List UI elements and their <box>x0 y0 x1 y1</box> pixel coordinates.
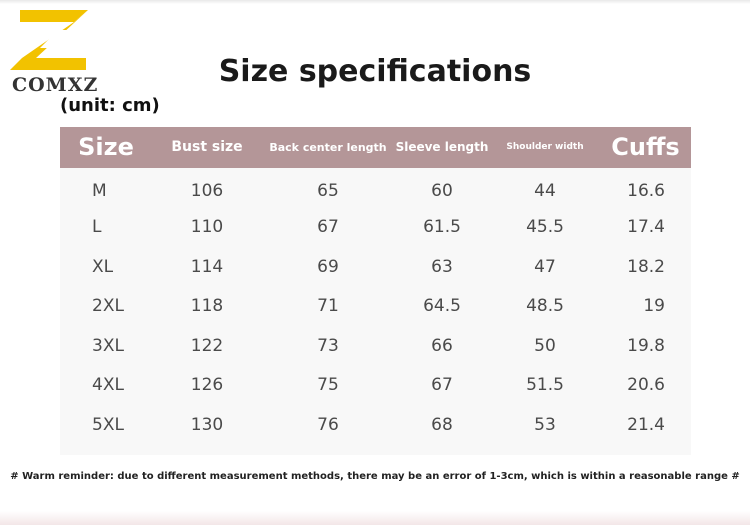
header-sleeve-length: Sleeve length <box>395 140 489 155</box>
cell-sleeve: 63 <box>431 256 453 277</box>
warm-reminder-note: # Warm reminder: due to different measur… <box>10 471 740 482</box>
cell-cuffs: 21.4 <box>627 414 665 435</box>
cell-sleeve: 66 <box>431 335 453 356</box>
table-row: 5XL 130 76 68 53 21.4 <box>60 405 691 445</box>
cell-back-length: 69 <box>317 256 339 277</box>
table-row: M 106 65 60 44 16.6 <box>60 168 691 208</box>
table-row: 4XL 126 75 67 51.5 20.6 <box>60 366 691 406</box>
cell-size: 3XL <box>92 335 124 356</box>
cell-sleeve: 67 <box>431 375 453 396</box>
cell-bust: 106 <box>190 180 224 201</box>
header-back-center-length: Back center length <box>269 140 387 154</box>
cell-sleeve: 61.5 <box>423 217 461 238</box>
size-table: Size Bust size Back center length Sleeve… <box>60 127 691 445</box>
cell-size: XL <box>92 256 114 277</box>
cell-sleeve: 64.5 <box>423 296 461 317</box>
cell-shoulder: 45.5 <box>526 217 564 238</box>
table-row: XL 114 69 63 47 18.2 <box>60 247 691 287</box>
table-row: 2XL 118 71 64.5 48.5 19 <box>60 287 691 327</box>
table-row: 3XL 122 73 66 50 19.8 <box>60 326 691 366</box>
cell-shoulder: 51.5 <box>526 375 564 396</box>
cell-bust: 122 <box>190 335 224 356</box>
cell-size: 5XL <box>92 414 124 435</box>
cell-shoulder: 53 <box>534 414 556 435</box>
cell-shoulder: 47 <box>534 256 556 277</box>
cell-cuffs: 19 <box>643 296 665 317</box>
cell-size: M <box>92 180 107 201</box>
cell-back-length: 73 <box>317 335 339 356</box>
z-logo-icon <box>10 10 88 70</box>
cell-back-length: 76 <box>317 414 339 435</box>
cell-back-length: 75 <box>317 375 339 396</box>
table-header-row: Size Bust size Back center length Sleeve… <box>60 127 691 168</box>
brand-name: COMXZ <box>12 74 99 96</box>
cell-cuffs: 17.4 <box>627 217 665 238</box>
cell-bust: 126 <box>190 375 224 396</box>
cell-bust: 130 <box>190 414 224 435</box>
cell-shoulder: 50 <box>534 335 556 356</box>
cell-shoulder: 44 <box>534 180 556 201</box>
page-title: Size specifications <box>218 54 532 89</box>
cell-sleeve: 60 <box>431 180 453 201</box>
cell-cuffs: 19.8 <box>627 335 665 356</box>
header-shoulder-width: Shoulder width <box>506 141 584 152</box>
header-size: Size <box>78 132 134 161</box>
size-table-container: Size Bust size Back center length Sleeve… <box>60 127 691 455</box>
cell-size: 4XL <box>92 375 124 396</box>
cell-cuffs: 18.2 <box>627 256 665 277</box>
cell-cuffs: 20.6 <box>627 375 665 396</box>
cell-cuffs: 16.6 <box>627 180 665 201</box>
top-edge <box>0 0 750 4</box>
header-bust-size: Bust size <box>171 139 243 156</box>
cell-sleeve: 68 <box>431 414 453 435</box>
cell-bust: 118 <box>190 296 224 317</box>
bottom-edge <box>0 511 750 525</box>
cell-size: 2XL <box>92 296 124 317</box>
cell-shoulder: 48.5 <box>526 296 564 317</box>
cell-bust: 114 <box>190 256 224 277</box>
cell-size: L <box>92 217 102 238</box>
cell-back-length: 67 <box>317 217 339 238</box>
cell-back-length: 71 <box>317 296 339 317</box>
header-cuffs: Cuffs <box>611 132 680 161</box>
table-row: L 110 67 61.5 45.5 17.4 <box>60 208 691 248</box>
cell-back-length: 65 <box>317 180 339 201</box>
cell-bust: 110 <box>190 217 224 238</box>
unit-label: (unit: cm) <box>60 95 160 116</box>
